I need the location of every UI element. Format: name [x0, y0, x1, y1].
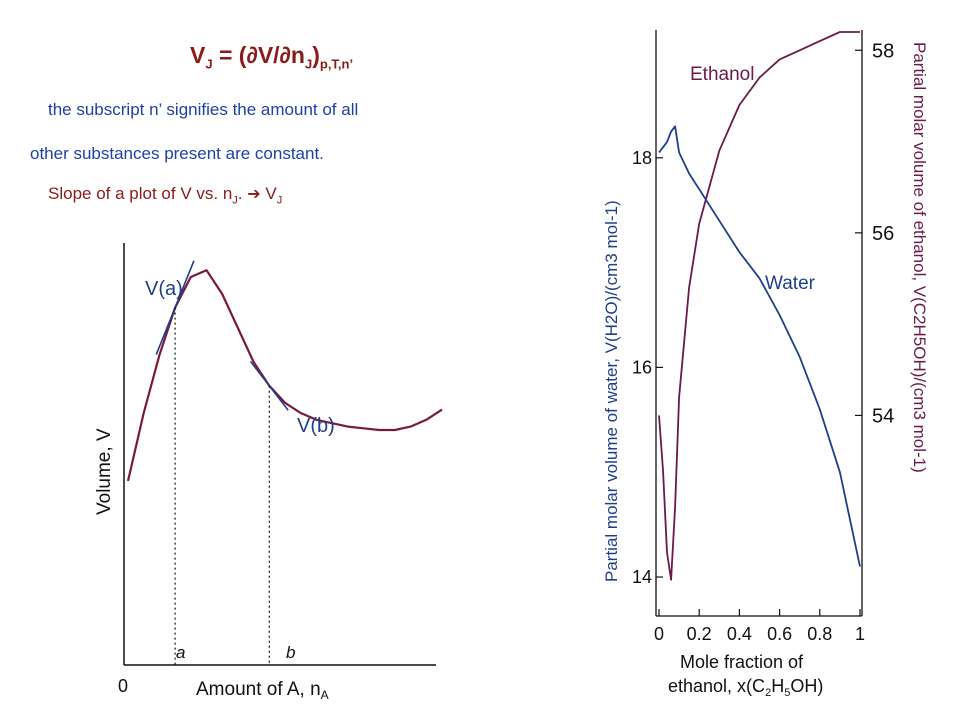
- note-line-2: other substances present are constant.: [30, 144, 324, 163]
- note-line-1: the subscript n’ signifies the amount of…: [48, 100, 359, 119]
- right-y-tick-label: 54: [872, 405, 894, 427]
- series-group: [126, 260, 443, 665]
- x-tick-label: 0.6: [767, 624, 792, 644]
- tangent-label-a: V(a): [145, 278, 183, 300]
- left-y-tick-label: 14: [632, 567, 652, 587]
- origin-label: 0: [118, 676, 128, 696]
- x-axis-title: Amount of A, nA: [196, 679, 329, 702]
- series-group: [658, 31, 861, 581]
- slope-statement: Slope of a plot of V vs. nJ. ➔ VJ: [48, 184, 283, 207]
- tangent-line-a: [155, 260, 195, 355]
- x-tick-label: 0: [654, 624, 664, 644]
- right-y-tick-label: 58: [872, 40, 894, 62]
- y-axis-title: Volume, V: [94, 428, 115, 515]
- x-axis-title-line1: Mole fraction of: [680, 652, 804, 672]
- tick-label-b: b: [286, 643, 295, 662]
- axis-ticks: 0 0.2 0.4 0.6 0.8 1 14 16 18 54 56 58: [632, 40, 894, 644]
- legend-water: Water: [765, 273, 816, 294]
- tick-label-a: a: [176, 643, 185, 662]
- x-tick-label: 0.2: [687, 624, 712, 644]
- water-curve: [658, 125, 861, 567]
- tangent-label-b: V(b): [297, 415, 335, 437]
- arrow-icon: ➔: [247, 186, 261, 203]
- x-axis-title-line2: ethanol, x(C2H5OH): [668, 676, 823, 699]
- left-y-tick-label: 16: [632, 357, 652, 377]
- ethanol-curve: [658, 31, 860, 581]
- x-tick-label: 0.8: [807, 624, 832, 644]
- right-y-tick-label: 56: [872, 223, 894, 245]
- right-axis-title: Partial molar volume of ethanol, V(C2H5O…: [910, 42, 929, 473]
- equation-title: VJ = (∂V/∂nJ)p,T,n’: [190, 42, 354, 72]
- volume-curve: [126, 269, 443, 482]
- x-tick-label: 1: [855, 624, 865, 644]
- x-tick-label: 0.4: [727, 624, 752, 644]
- legend-ethanol: Ethanol: [690, 64, 754, 85]
- left-axis-title: Partial molar volume of water, V(H2O)/(c…: [602, 200, 621, 582]
- left-y-tick-label: 18: [632, 148, 652, 168]
